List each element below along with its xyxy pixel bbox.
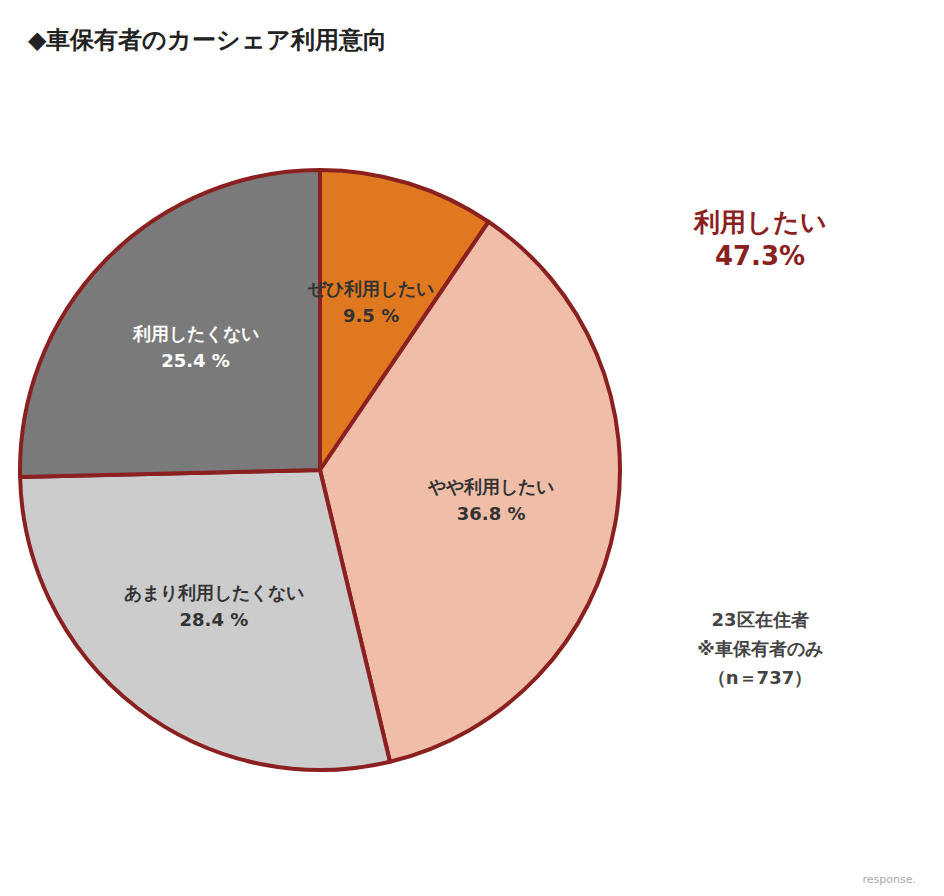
annotation-line: 47.3% (715, 240, 805, 270)
slice-category-label: あまり利用したくない (124, 582, 304, 603)
slice-value-label: 36.8 % (457, 503, 526, 524)
annotation: 利用したい47.3% (693, 207, 827, 271)
chart-svg: ◆車保有者のカーシェア利用意向ぜひ利用したい 9.5 % やや利用したい 36.8 %… (0, 0, 944, 896)
slice-category-label: ぜひ利用したい (307, 278, 434, 299)
annotation-line: response. (863, 873, 916, 886)
annotation-line: （n＝737） (708, 667, 812, 688)
slice-value-label: 9.5 % (343, 305, 399, 326)
annotation: response. (863, 873, 916, 886)
pie-slice (20, 470, 390, 770)
slice-category-label: やや利用したい (427, 476, 554, 497)
background (0, 0, 944, 896)
annotation-line: ※車保有者のみ (697, 638, 823, 659)
pie-slice (20, 170, 320, 477)
annotation-line: 23区在住者 (711, 609, 808, 630)
chart-container: ◆車保有者のカーシェア利用意向ぜひ利用したい 9.5 % やや利用したい 36.8 %… (0, 0, 944, 896)
title: ◆車保有者のカーシェア利用意向 (28, 26, 387, 54)
slice-value-label: 28.4 % (180, 609, 249, 630)
slice-labels: ぜひ利用したい 9.5 % やや利用したい 36.8 % あまり利用したくない 28.4 … (124, 278, 554, 630)
slice-value-label: 25.4 % (161, 350, 230, 371)
annotation-line: 利用したい (693, 207, 827, 237)
annotation: 23区在住者 ※車保有者のみ （n＝737） (697, 609, 823, 688)
slices (20, 170, 620, 770)
slice-category-label: 利用したくない (132, 323, 259, 344)
